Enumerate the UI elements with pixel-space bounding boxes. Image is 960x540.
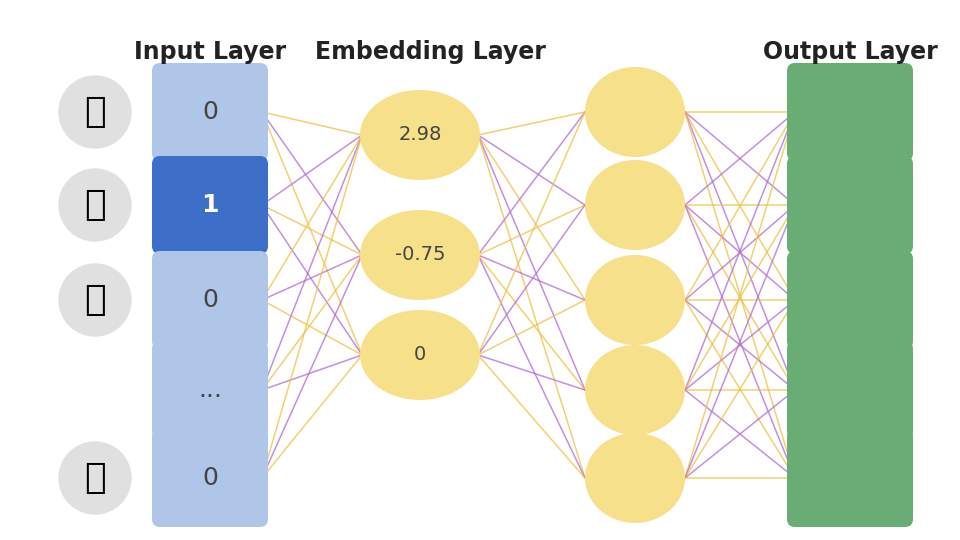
Text: 2.98: 2.98 — [398, 125, 442, 145]
FancyBboxPatch shape — [152, 429, 268, 527]
Ellipse shape — [360, 310, 480, 400]
Text: 0: 0 — [202, 288, 218, 312]
FancyBboxPatch shape — [787, 63, 913, 161]
Text: 0: 0 — [202, 100, 218, 124]
Circle shape — [59, 264, 131, 336]
Ellipse shape — [585, 255, 685, 345]
Text: Embedding Layer: Embedding Layer — [315, 40, 545, 64]
FancyBboxPatch shape — [787, 341, 913, 439]
FancyBboxPatch shape — [787, 429, 913, 527]
Ellipse shape — [585, 433, 685, 523]
Text: 🌭: 🌭 — [84, 188, 106, 222]
Text: 0: 0 — [202, 466, 218, 490]
FancyBboxPatch shape — [787, 251, 913, 349]
FancyBboxPatch shape — [152, 341, 268, 439]
Text: Output Layer: Output Layer — [762, 40, 937, 64]
Text: 1: 1 — [202, 193, 219, 217]
Text: ...: ... — [198, 378, 222, 402]
FancyBboxPatch shape — [152, 63, 268, 161]
FancyBboxPatch shape — [152, 251, 268, 349]
Text: 🌯: 🌯 — [84, 461, 106, 495]
Ellipse shape — [360, 210, 480, 300]
Ellipse shape — [585, 67, 685, 157]
Text: 0: 0 — [414, 346, 426, 365]
Text: -0.75: -0.75 — [395, 246, 445, 265]
Text: 🍒: 🍒 — [84, 95, 106, 129]
FancyBboxPatch shape — [152, 156, 268, 254]
Circle shape — [59, 76, 131, 148]
Text: Input Layer: Input Layer — [134, 40, 286, 64]
Text: 🥗: 🥗 — [84, 283, 106, 317]
Circle shape — [59, 442, 131, 514]
Ellipse shape — [585, 160, 685, 250]
Circle shape — [59, 169, 131, 241]
Ellipse shape — [360, 90, 480, 180]
Ellipse shape — [585, 345, 685, 435]
FancyBboxPatch shape — [787, 156, 913, 254]
